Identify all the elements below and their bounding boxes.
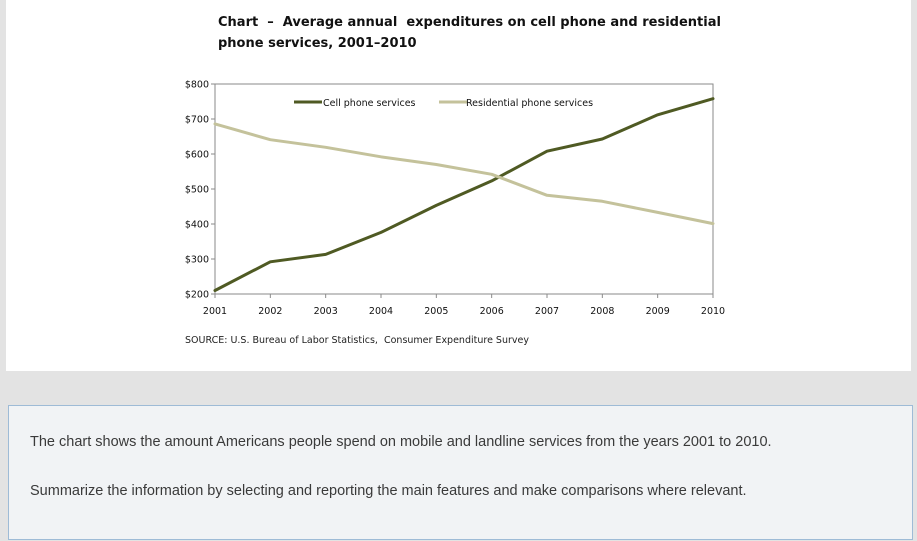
series-line-cell-phone	[213, 97, 715, 292]
legend-label: Cell phone services	[323, 98, 416, 109]
line-chart: $200 $300 $400 $500 $600 $700 $800 2001 2002 2003…	[185, 80, 725, 318]
chart-title-line-1: Chart – Average annual expenditures on c…	[218, 15, 721, 30]
y-tick-label: $700	[185, 115, 209, 126]
plot-area	[214, 83, 714, 295]
task-box: The chart shows the amount Americans peo…	[8, 405, 913, 540]
task-description: The chart shows the amount Americans peo…	[30, 434, 772, 450]
chart-title-line-2: phone services, 2001–2010	[218, 36, 417, 51]
legend-label: Residential phone services	[466, 98, 593, 109]
chart-panel	[6, 0, 911, 371]
y-tick-label: $800	[185, 80, 209, 91]
y-tick-label: $300	[185, 255, 209, 266]
x-tick-label: 2003	[314, 306, 338, 317]
task-instruction: Summarize the information by selecting a…	[30, 483, 747, 499]
x-tick-label: 2004	[369, 306, 393, 317]
x-tick-label: 2001	[203, 306, 227, 317]
x-tick-label: 2006	[480, 306, 504, 317]
y-tick-label: $600	[185, 150, 209, 161]
y-tick-label: $400	[185, 220, 209, 231]
chart-title: Chart – Average annual expenditures on c…	[218, 12, 778, 54]
series-line-residential-phone	[213, 122, 715, 226]
x-tick-label: 2008	[590, 306, 614, 317]
x-tick-label: 2005	[424, 306, 448, 317]
y-tick-label: $500	[185, 185, 209, 196]
y-tick-label: $200	[185, 290, 209, 301]
x-tick-label: 2010	[701, 306, 725, 317]
x-tick-label: 2002	[258, 306, 282, 317]
x-tick-label: 2007	[535, 306, 559, 317]
x-tick-label: 2009	[646, 306, 670, 317]
source-note: SOURCE: U.S. Bureau of Labor Statistics,…	[185, 335, 529, 346]
